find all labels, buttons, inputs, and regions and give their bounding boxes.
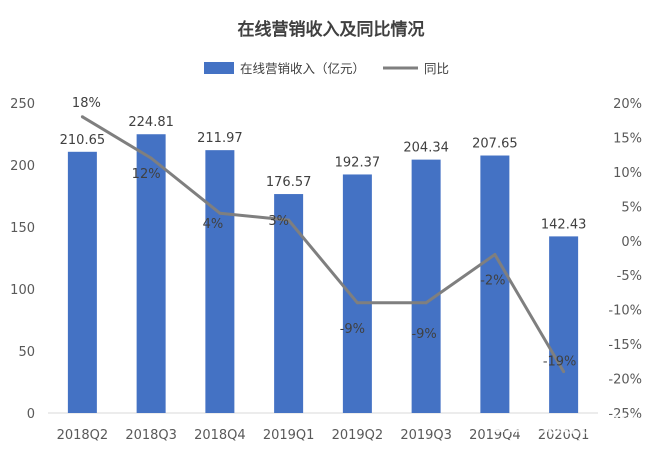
revenue-bar: [549, 236, 579, 413]
x-category-label: 2019Q3: [400, 428, 452, 443]
yoy-point: [562, 370, 566, 374]
revenue-bar: [205, 150, 235, 413]
yoy-point: [218, 211, 222, 215]
x-category-label: 2018Q3: [125, 428, 177, 443]
revenue-bar: [342, 174, 372, 413]
x-category-label: 2018Q4: [194, 428, 246, 443]
revenue-bar-label: 192.37: [335, 155, 381, 170]
left-y-tick-label: 150: [10, 221, 35, 236]
chart-title: 在线营销收入及同比情况: [238, 19, 425, 40]
yoy-point: [355, 301, 359, 305]
bar-value-labels: 210.65 224.81 211.97 176.57 192.37 204.34 207.…: [60, 115, 587, 232]
yoy-value-label: 3%: [268, 214, 289, 229]
x-category-label: 2018Q2: [57, 428, 109, 443]
right-y-tick-label: 0%: [621, 235, 642, 250]
revenue-bar-label: 176.57: [266, 175, 312, 190]
right-y-tick-label: -10%: [608, 304, 642, 319]
right-y-tick-label: 10%: [613, 166, 642, 181]
right-y-tick-label: -15%: [608, 338, 642, 353]
right-y-tick-label: 5%: [621, 200, 642, 215]
right-y-tick-label: -20%: [608, 373, 642, 388]
watermark-subtext: 21ST CENTURY BUSINESS HERALD: [490, 439, 641, 448]
yoy-point: [287, 218, 291, 222]
left-y-tick-label: 0: [27, 407, 35, 422]
left-y-tick-label: 100: [10, 283, 35, 298]
revenue-bar: [136, 134, 166, 413]
left-y-tick-label: 250: [10, 97, 35, 112]
revenue-bar: [411, 159, 441, 413]
yoy-point: [424, 301, 428, 305]
yoy-value-label: -2%: [480, 274, 505, 289]
bar-series: [67, 134, 579, 413]
right-y-tick-label: 15%: [613, 131, 642, 146]
legend-bar-swatch: [204, 62, 234, 74]
right-y-tick-label: 20%: [613, 97, 642, 112]
legend-line-label: 同比: [424, 61, 449, 76]
yoy-value-label: -9%: [411, 327, 436, 342]
legend-bar-label: 在线营销收入（亿元）: [240, 61, 365, 76]
yoy-value-label: -9%: [340, 322, 365, 337]
yoy-value-label: 4%: [203, 217, 224, 232]
yoy-line-series: [80, 115, 566, 374]
yoy-value-label: -19%: [543, 355, 577, 370]
left-y-tick-label: 50: [18, 345, 35, 360]
revenue-bar-label: 142.43: [541, 217, 587, 232]
yoy-point: [149, 156, 153, 160]
legend: 在线营销收入（亿元） 同比: [204, 61, 449, 76]
revenue-bar: [67, 151, 97, 413]
x-category-label: 2019Q1: [263, 428, 315, 443]
x-category-label: 2019Q4: [469, 428, 521, 443]
x-category-label: 2019Q2: [332, 428, 384, 443]
right-y-axis: -25% -20% -15% -10% -5% 0% 5% 10% 15% 20%: [608, 97, 642, 422]
yoy-value-label: 12%: [132, 167, 161, 182]
yoy-point: [493, 253, 497, 257]
yoy-point: [80, 115, 84, 119]
revenue-bar-label: 210.65: [60, 133, 106, 148]
yoy-value-label: 18%: [72, 96, 101, 111]
revenue-bar-label: 207.65: [472, 137, 518, 152]
x-category-label: 2020Q1: [538, 428, 590, 443]
yoy-value-labels: 18% 12% 4% 3% -9% -9% -2% -19%: [72, 96, 577, 370]
revenue-bar-label: 204.34: [403, 141, 449, 156]
left-y-tick-label: 200: [10, 159, 35, 174]
right-y-tick-label: -5%: [617, 269, 642, 284]
x-axis-categories: 2018Q2 2018Q3 2018Q4 2019Q1 2019Q2 2019Q3 2019…: [57, 428, 590, 443]
watermark-text: 21世纪经济报道: [492, 413, 640, 437]
revenue-bar-label: 211.97: [197, 131, 243, 146]
revenue-bar: [480, 155, 510, 413]
yoy-line: [81, 115, 565, 373]
left-y-axis: 0 50 100 150 200 250: [10, 97, 35, 422]
watermark: 21世纪经济报道 21ST CENTURY BUSINESS HERALD: [490, 413, 641, 448]
right-y-tick-label: -25%: [608, 407, 642, 422]
revenue-bar-label: 224.81: [128, 115, 174, 130]
